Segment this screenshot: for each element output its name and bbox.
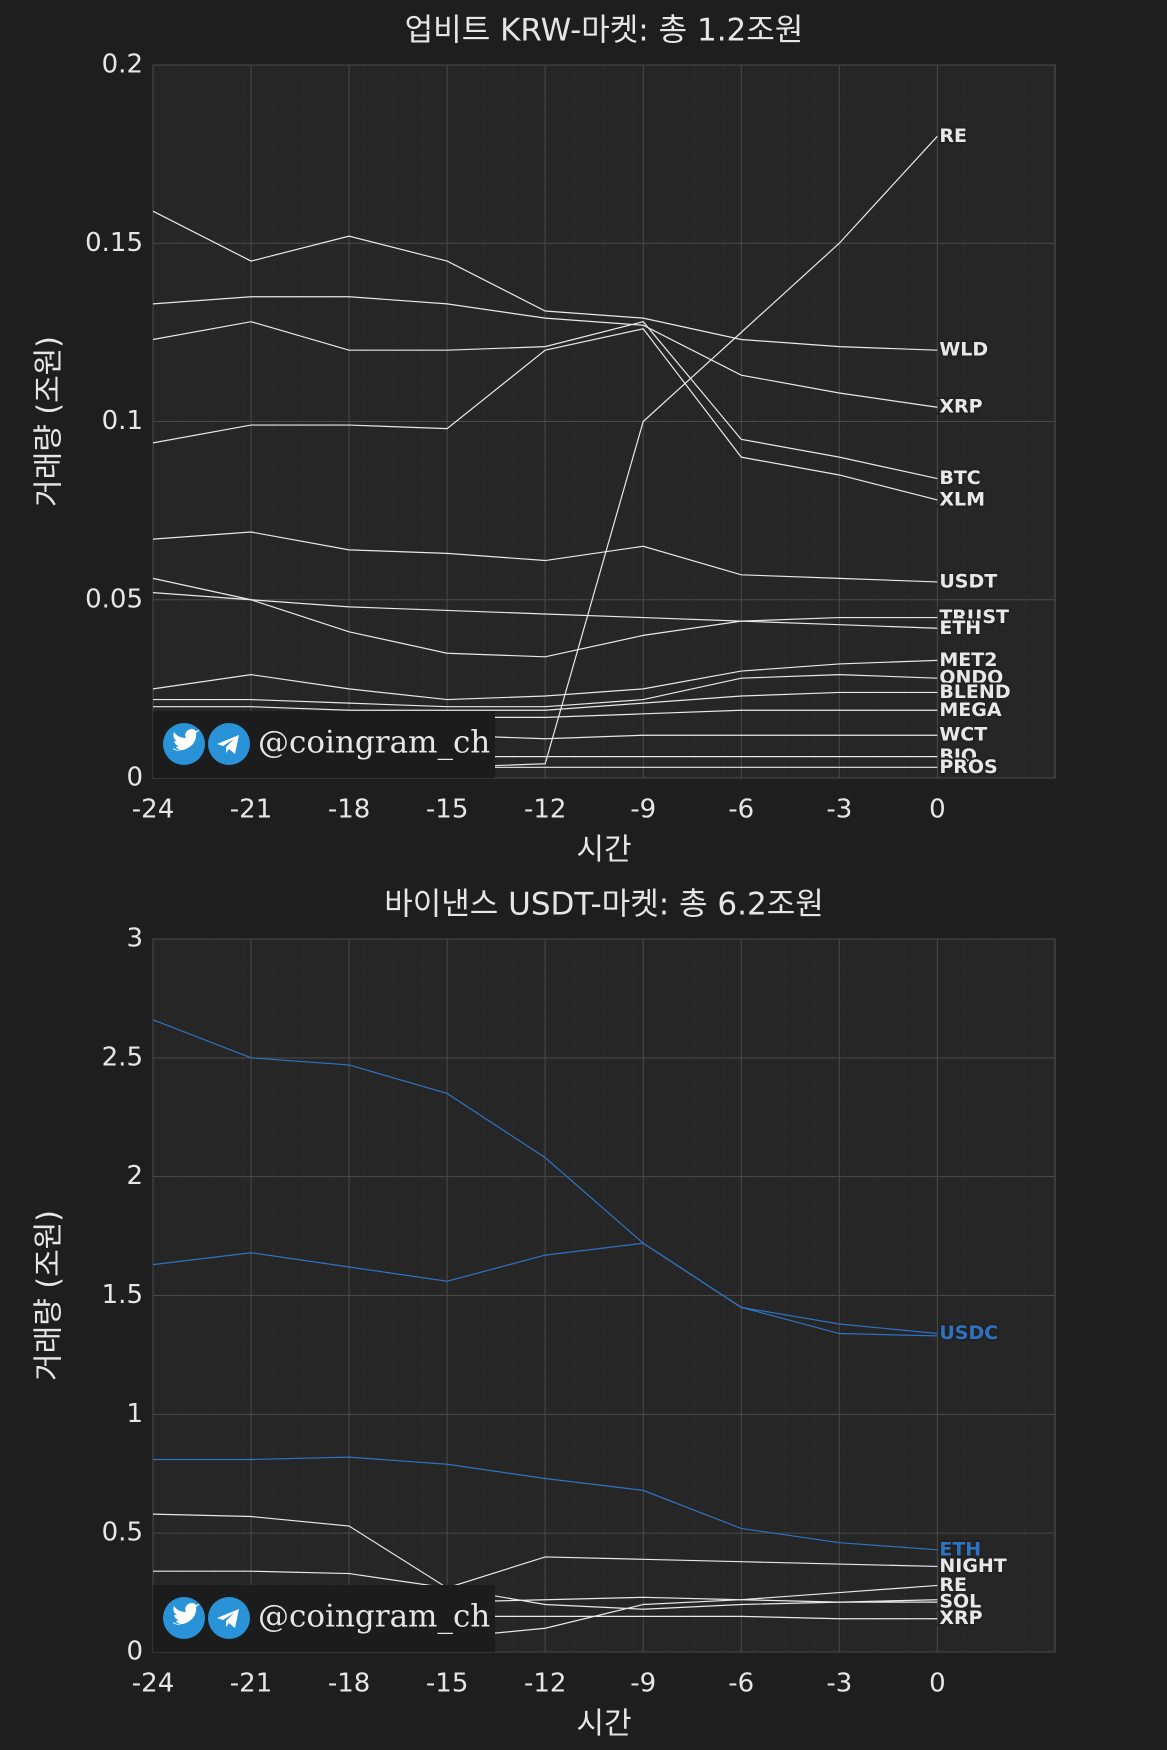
y-tick-label: 0.15 [85, 228, 143, 258]
watermark: @coingram_ch [258, 1599, 490, 1635]
x-tick-label: -9 [630, 795, 656, 825]
y-tick-label: 0.05 [85, 584, 143, 614]
telegram-glyph [217, 735, 239, 754]
chart: 0 0.5 1 1.5 2 2.5 3 -24 -21 -18 -15 -12 -9 -6 -3 0 바이낸스 … [32, 887, 1056, 1742]
series-line [152, 296, 938, 408]
x-tick-label: -24 [132, 1669, 174, 1699]
x-axis-label: 시간 [576, 1707, 631, 1742]
series-line [152, 1513, 938, 1610]
end-label: ETH [939, 617, 981, 639]
end-label: ONDO [939, 667, 1003, 689]
y-tick-label: 0 [126, 1637, 143, 1667]
y-tick-label: 2.5 [102, 1042, 143, 1072]
y-tick-label: 1.5 [102, 1280, 143, 1310]
y-tick-label: 0.5 [102, 1518, 143, 1548]
end-label: PROS [939, 756, 997, 778]
series-line [153, 674, 938, 708]
end-label: BLEND [939, 681, 1010, 703]
end-label: RE [939, 125, 967, 147]
x-tick-label: -21 [230, 1669, 272, 1699]
y-tick-label: 0 [126, 763, 143, 793]
x-tick-label: -24 [132, 795, 174, 825]
series-line [153, 691, 938, 711]
end-label: MET2 [939, 649, 997, 671]
end-label: XLM [939, 488, 985, 510]
x-tick-label: -6 [728, 795, 754, 825]
chart-title: 바이낸스 USDT-마켓: 총 6.2조원 [384, 887, 824, 923]
y-axis-label: 거래량 (조원) [32, 1210, 67, 1381]
twitter-glyph [173, 729, 200, 751]
y-axis-label: 거래량 (조원) [32, 336, 67, 507]
end-label: NIGHT [939, 1555, 1006, 1577]
end-label: BTC [939, 467, 980, 489]
end-label: WLD [939, 339, 988, 361]
series-line [152, 659, 938, 701]
series-line [152, 1019, 938, 1335]
series-line [152, 592, 938, 629]
end-label: XRP [939, 396, 982, 418]
x-axis-label: 시간 [576, 833, 631, 868]
watermark-box: @coingram_ch [153, 1585, 495, 1652]
x-tick-label: -12 [524, 1669, 566, 1699]
end-label: BIO [939, 745, 977, 767]
x-tick-label: -18 [328, 795, 370, 825]
end-label: WCT [939, 724, 987, 746]
y-tick-label: 1 [126, 1399, 143, 1429]
end-label: ETH [939, 1538, 981, 1560]
end-label: USDC [939, 1322, 998, 1344]
end-label: SOL [939, 1591, 981, 1613]
watermark-box: @coingram_ch [153, 711, 495, 778]
series-line [153, 1556, 938, 1589]
series-line [152, 531, 938, 583]
x-tick-label: -15 [426, 1669, 468, 1699]
x-tick-label: -15 [426, 795, 468, 825]
y-tick-label: 2 [126, 1161, 143, 1191]
x-tick-label: -9 [630, 1669, 656, 1699]
watermark: @coingram_ch [258, 725, 490, 761]
series-line [152, 328, 938, 501]
x-tick-label: -18 [328, 1669, 370, 1699]
series-line [152, 577, 938, 658]
x-tick-label: 0 [929, 1669, 946, 1699]
end-label: XRP [939, 1607, 982, 1629]
telegram-glyph [217, 1609, 239, 1628]
end-label: USDT [939, 570, 997, 592]
y-tick-label: 0.2 [102, 50, 143, 80]
series-line [153, 1456, 938, 1551]
end-label: RE [939, 1574, 967, 1596]
x-tick-label: -3 [826, 795, 852, 825]
end-label: MEGA [939, 699, 1001, 721]
x-tick-label: -3 [826, 1669, 852, 1699]
y-tick-label: 0.1 [102, 406, 143, 436]
series-line [152, 210, 938, 351]
series-line [152, 1242, 938, 1337]
x-tick-label: -6 [728, 1669, 754, 1699]
twitter-glyph [173, 1603, 200, 1625]
series-line [152, 321, 938, 480]
y-tick-label: 3 [126, 924, 143, 954]
end-label: TRUST [939, 606, 1009, 628]
chart-title: 업비트 KRW-마켓: 총 1.2조원 [405, 13, 804, 49]
x-tick-label: -12 [524, 795, 566, 825]
x-tick-label: 0 [929, 795, 946, 825]
x-tick-label: -21 [230, 795, 272, 825]
